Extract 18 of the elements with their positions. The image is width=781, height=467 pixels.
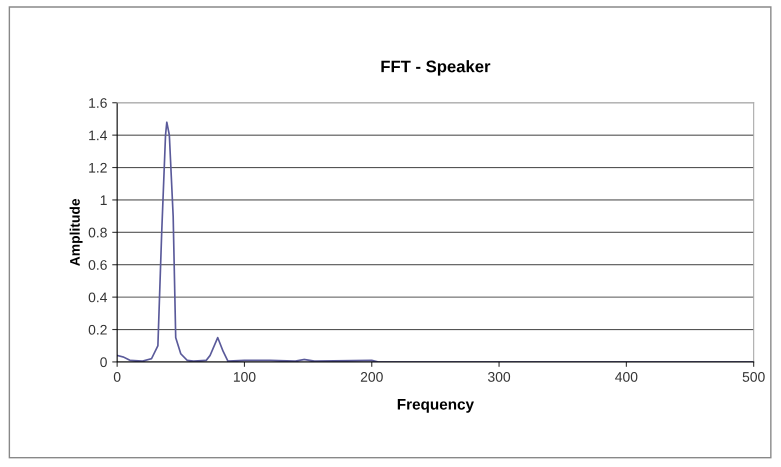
y-tick-label: 0.2 [88,324,107,335]
x-tick-label: 400 [615,372,638,382]
y-axis-title: Amplitude [70,198,83,266]
y-tick-label: 1 [100,195,107,205]
y-tick-label: 1.2 [89,162,107,173]
x-tick-label: 0 [114,372,120,382]
x-tick-label: 500 [742,372,765,382]
y-tick-label: 0.8 [88,228,107,238]
y-tick-label: 1.4 [89,130,108,140]
y-tick-label: 0.4 [88,292,108,302]
x-axis-title: Frequency [398,399,474,413]
x-tick-label: 300 [488,372,510,382]
y-tick-label: 0.6 [88,260,107,270]
chart-title: FFT - Speaker [381,60,490,76]
y-tick-label: 1.6 [89,98,107,108]
x-tick-label: 100 [234,372,256,382]
x-tick-label: 200 [360,372,383,382]
y-tick-label: 0 [100,357,107,368]
